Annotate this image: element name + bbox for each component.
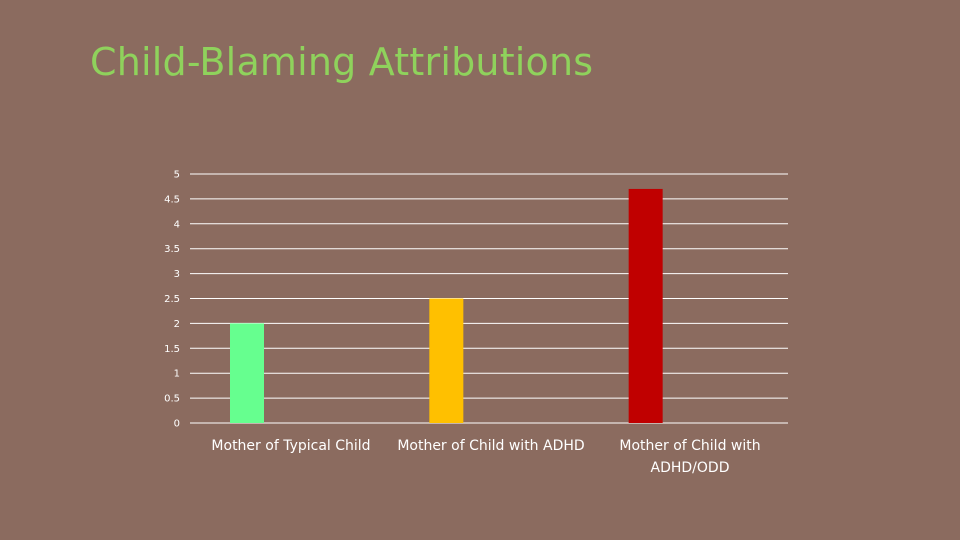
bar (429, 298, 464, 423)
y-tick-label: 1.5 (164, 344, 180, 355)
bars (230, 188, 663, 423)
slide-title: Child-Blaming Attributions (90, 40, 594, 84)
y-tick-label: 2 (174, 319, 180, 330)
bar (628, 188, 663, 423)
y-axis-ticks: 0 0.5 1 1.5 2 2.5 3 3.5 4 4.5 5 (164, 170, 180, 430)
gridlines (190, 173, 788, 424)
bar (230, 323, 264, 423)
y-tick-label: 0 (174, 419, 180, 430)
y-tick-label: 1 (174, 369, 180, 380)
y-tick-label: 3.5 (164, 244, 180, 255)
x-category-label: ADHD/ODD (651, 460, 730, 476)
y-tick-label: 3 (174, 269, 180, 280)
x-axis-labels: Mother of Typical Child Mother of Child w… (211, 438, 760, 476)
y-tick-label: 0.5 (164, 394, 180, 405)
y-tick-label: 4.5 (164, 194, 180, 205)
x-category-label: Mother of Child with (619, 438, 760, 454)
x-category-label: Mother of Typical Child (211, 438, 370, 454)
x-category-label: Mother of Child with ADHD (397, 438, 584, 454)
y-tick-label: 4 (174, 219, 180, 230)
y-tick-label: 5 (174, 170, 180, 181)
y-tick-label: 2.5 (164, 294, 180, 305)
